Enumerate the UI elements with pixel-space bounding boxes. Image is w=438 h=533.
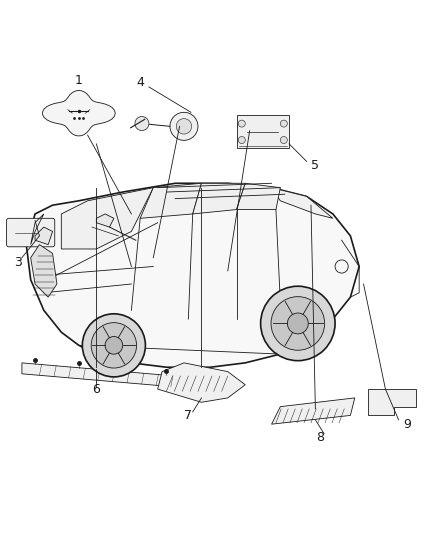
Circle shape: [105, 336, 123, 354]
Polygon shape: [193, 183, 245, 214]
Polygon shape: [61, 188, 153, 249]
FancyBboxPatch shape: [7, 219, 55, 247]
Circle shape: [170, 112, 198, 140]
Text: 5: 5: [311, 159, 319, 172]
Circle shape: [271, 297, 325, 350]
Circle shape: [176, 119, 192, 134]
Text: 4: 4: [136, 76, 144, 89]
Circle shape: [287, 313, 308, 334]
Text: 7: 7: [184, 409, 192, 422]
Circle shape: [280, 136, 287, 143]
Circle shape: [261, 286, 335, 361]
Polygon shape: [22, 363, 175, 387]
Bar: [237, 115, 289, 148]
Text: 1: 1: [75, 74, 83, 87]
Text: 9: 9: [403, 418, 411, 431]
Polygon shape: [272, 398, 355, 424]
Polygon shape: [35, 227, 53, 245]
Polygon shape: [237, 183, 280, 209]
Polygon shape: [42, 91, 115, 136]
Polygon shape: [96, 214, 114, 227]
Polygon shape: [368, 389, 416, 415]
Circle shape: [135, 117, 149, 131]
Text: 3: 3: [14, 256, 21, 269]
Polygon shape: [31, 245, 57, 297]
Circle shape: [280, 120, 287, 127]
Circle shape: [238, 136, 245, 143]
Circle shape: [82, 314, 145, 377]
Polygon shape: [272, 188, 333, 219]
Polygon shape: [158, 363, 245, 402]
Circle shape: [91, 322, 137, 368]
Text: 8: 8: [316, 431, 324, 444]
Polygon shape: [26, 183, 359, 367]
Circle shape: [238, 120, 245, 127]
Text: 6: 6: [92, 383, 100, 395]
Polygon shape: [140, 183, 201, 219]
